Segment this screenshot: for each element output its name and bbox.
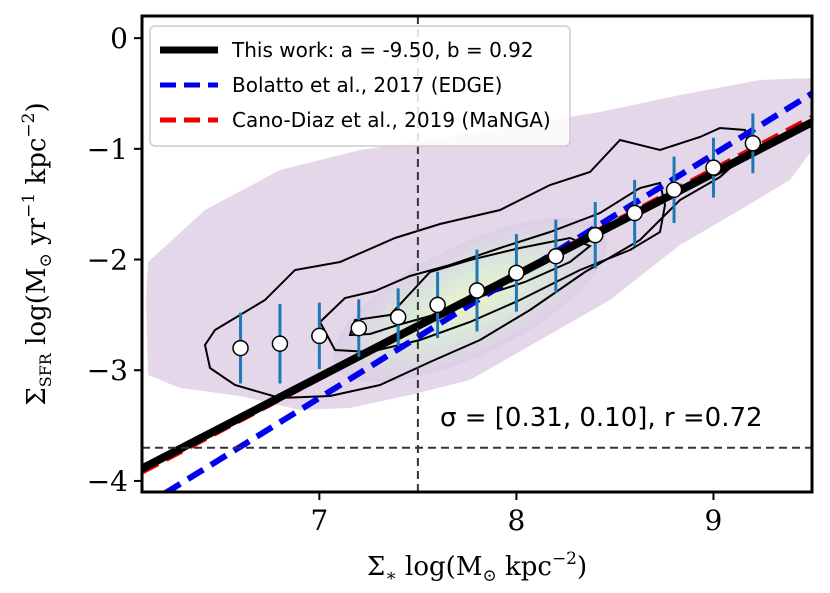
data-point-1 bbox=[271, 335, 289, 352]
data-point-8 bbox=[547, 247, 565, 265]
data-point-0 bbox=[232, 339, 249, 357]
data-point-13 bbox=[744, 135, 762, 152]
y-tick-label-2: −2 bbox=[87, 244, 128, 277]
legend-label-0: This work: a = -9.50, b = 0.92 bbox=[231, 38, 534, 62]
data-point-11 bbox=[665, 181, 683, 199]
data-point-10 bbox=[626, 204, 643, 222]
legend-label-1: Bolatto et al., 2017 (EDGE) bbox=[232, 73, 502, 97]
y-axis-label: ΣSFR log(M⊙ yr−1 kpc−2) bbox=[19, 102, 56, 405]
data-point-6 bbox=[468, 282, 486, 299]
binned-points bbox=[232, 113, 762, 384]
x-tick-label-1: 8 bbox=[507, 504, 525, 537]
legend-label-2: Cano-Diaz et al., 2019 (MaNGA) bbox=[232, 108, 551, 132]
legend-box bbox=[149, 25, 571, 147]
data-point-2 bbox=[311, 327, 328, 345]
contour-inner bbox=[348, 236, 592, 337]
data-point-4 bbox=[389, 308, 407, 326]
y-axis: 0 −1 −2 −3 −4 bbox=[87, 22, 142, 498]
contour-middle bbox=[318, 181, 667, 354]
data-point-12 bbox=[705, 159, 722, 176]
data-point-5 bbox=[429, 296, 446, 314]
stats-annotation: σ = [0.31, 0.10], r =0.72 bbox=[440, 403, 763, 433]
data-point-3 bbox=[350, 319, 368, 337]
x-tick-label-2: 9 bbox=[705, 504, 723, 537]
data-point-7 bbox=[508, 264, 525, 282]
plot-frame bbox=[140, 14, 814, 494]
x-tick-label-0: 7 bbox=[310, 504, 328, 537]
y-tick-label-3: −3 bbox=[87, 354, 128, 387]
y-tick-label-0: 0 bbox=[110, 22, 128, 55]
x-axis: 7 8 9 bbox=[310, 492, 722, 537]
y-tick-label-1: −1 bbox=[87, 133, 128, 166]
data-point-9 bbox=[586, 226, 604, 244]
x-axis-label: Σ∗ log(M⊙ kpc−2) bbox=[367, 549, 587, 586]
contour-outer bbox=[203, 126, 752, 400]
legend: This work: a = -9.50, b = 0.92 Bolatto et… bbox=[149, 25, 571, 147]
plot-area bbox=[142, 16, 812, 492]
y-tick-label-4: −4 bbox=[87, 465, 128, 498]
